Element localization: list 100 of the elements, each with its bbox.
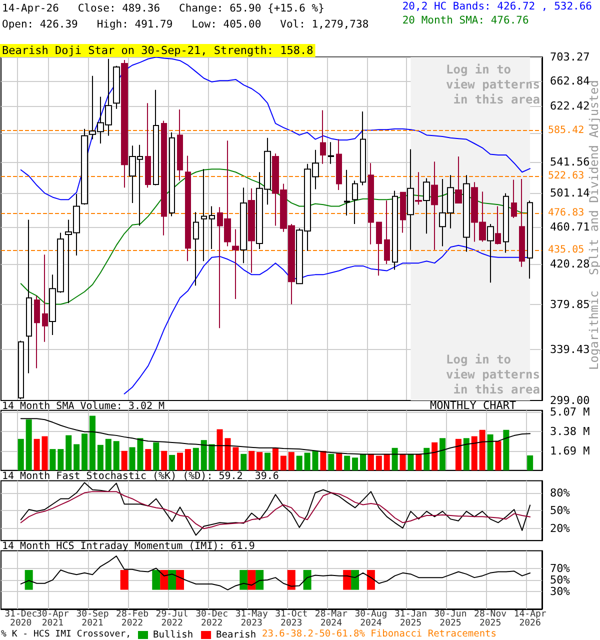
bar xyxy=(416,454,422,470)
candlestick xyxy=(248,188,255,274)
candlestick xyxy=(423,178,430,234)
candlestick xyxy=(527,200,533,280)
candlestick xyxy=(240,187,247,264)
legend-title: % K - HCS IMI Crossover, xyxy=(1,630,132,640)
bar xyxy=(487,434,494,470)
x-tick-label: 30-Aug 2024 xyxy=(354,610,388,628)
candlestick xyxy=(415,172,422,206)
bar xyxy=(479,430,486,470)
bar xyxy=(527,455,534,470)
bar xyxy=(376,456,382,470)
chart-title: 14 Month Fast Stochastic (%K) (%D): 59.2 39.6 xyxy=(2,471,279,482)
bar xyxy=(463,438,470,470)
chart-subtitle: Open: 426.39 High: 491.79 Low: 405.00 Vol: 1,279,738 xyxy=(2,18,369,30)
candlestick xyxy=(352,180,358,225)
candlestick xyxy=(344,169,350,216)
bar xyxy=(272,448,278,470)
bar xyxy=(280,456,286,470)
bar xyxy=(18,438,24,470)
candlestick xyxy=(400,192,406,234)
candlestick xyxy=(185,155,191,262)
y-tick-label: 379.85 xyxy=(550,298,590,311)
y-tick-label: 460.71 xyxy=(550,220,590,234)
bar xyxy=(50,449,56,470)
y-tick-label: 20% xyxy=(550,522,570,536)
candlestick xyxy=(455,156,462,204)
text: 20,2 HC Bands: 426.72 , 532.66 xyxy=(402,0,592,12)
text: Bearish Doji Star on 30-Sep-21, Strength: 158.8 xyxy=(2,44,314,57)
y-tick-label: 5.07 M xyxy=(550,405,590,418)
bar xyxy=(26,419,32,470)
bar xyxy=(264,452,271,470)
x-tick-label: 31-Jan 2025 xyxy=(394,610,427,628)
bar xyxy=(66,435,72,470)
ref-line-label: 585.42 xyxy=(548,125,584,136)
candlestick xyxy=(232,228,239,300)
x-tick-label: 28-Mar 2024 xyxy=(314,610,348,628)
bar xyxy=(74,444,80,470)
bar xyxy=(97,444,104,470)
bar xyxy=(455,438,462,470)
candlestick xyxy=(503,192,509,254)
bar xyxy=(440,438,446,470)
y-tick-label: 662.84 xyxy=(550,74,590,88)
y-tick-label: 339.43 xyxy=(550,343,590,356)
bar xyxy=(495,441,502,470)
candlestick xyxy=(328,142,334,164)
x-tick-label: 31-May 2023 xyxy=(235,610,268,628)
legend-label: Bearish xyxy=(216,630,256,640)
ref-line-label: 435.05 xyxy=(548,244,584,256)
bar xyxy=(42,436,48,470)
y-tick-label: 501.14 xyxy=(550,186,590,200)
bar xyxy=(177,452,184,470)
x-tick-label: 29-Jul 2022 xyxy=(156,610,188,628)
y-tick-label: 50% xyxy=(550,504,570,518)
x-tick-label: 30-Apr 2021 xyxy=(36,610,70,628)
candlestick xyxy=(81,128,88,206)
candlestick xyxy=(320,110,326,164)
ref-line-label: 522.63 xyxy=(548,170,584,182)
bar xyxy=(503,430,510,470)
bar xyxy=(471,436,478,470)
line-series xyxy=(20,418,531,455)
candlestick xyxy=(193,212,199,286)
candlestick xyxy=(153,89,159,186)
candlestick xyxy=(511,179,517,218)
candlestick xyxy=(145,102,151,188)
x-tick-label: 31-Oct 2023 xyxy=(275,610,308,628)
y-tick-label: 80% xyxy=(550,486,570,500)
bar xyxy=(145,449,152,470)
bar xyxy=(161,450,168,470)
bar xyxy=(105,438,112,470)
y-tick-label: 1.69 M xyxy=(550,444,590,458)
bar xyxy=(82,434,88,470)
candlestick xyxy=(519,178,525,268)
bar xyxy=(192,448,199,470)
candlestick xyxy=(161,120,167,236)
y-tick-label: 70% xyxy=(550,562,570,575)
bar xyxy=(360,454,366,470)
ref-line-label: 476.83 xyxy=(548,208,584,219)
bar xyxy=(248,450,255,470)
candlestick xyxy=(376,222,382,276)
bar xyxy=(352,458,358,470)
chart-title: 14 Month HCS Intraday Momentum (IMI): 61.9 xyxy=(2,541,255,552)
chart-title: 14 Month SMA Volume: 3.02 M xyxy=(2,401,165,412)
bar xyxy=(432,442,438,470)
bar xyxy=(113,441,120,470)
x-tick-label: 28-Feb 2022 xyxy=(116,610,149,628)
bar xyxy=(208,444,215,470)
bar xyxy=(34,438,40,470)
candlestick xyxy=(431,161,438,250)
y-tick-label: 299.00 xyxy=(550,394,590,407)
y-tick-label: 3.38 M xyxy=(550,424,590,438)
y-tick-label: 420.28 xyxy=(550,257,590,270)
candlestick xyxy=(113,65,120,110)
bar xyxy=(121,450,128,470)
legend-label: Bullish xyxy=(153,630,194,640)
candlestick xyxy=(463,174,470,252)
bar xyxy=(304,452,310,470)
annotation: Log in to view patterns in this area xyxy=(446,352,540,396)
bar xyxy=(169,454,176,470)
candlestick xyxy=(169,132,175,217)
